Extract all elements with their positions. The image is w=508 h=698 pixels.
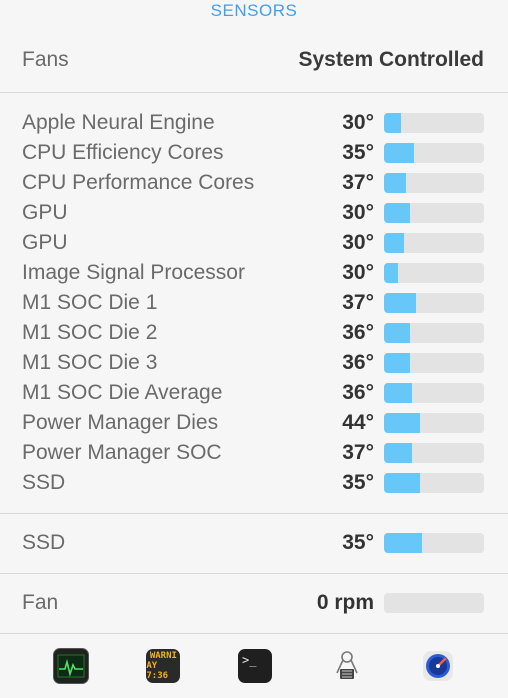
- sensor-label: CPU Efficiency Cores: [22, 141, 224, 164]
- sensor-temp: 36°: [342, 351, 374, 374]
- sensor-temp: 37°: [342, 291, 374, 314]
- sensor-row: Power Manager SOC 37°: [22, 438, 484, 468]
- sensor-temp-bar-fill: [384, 173, 406, 193]
- divider: [0, 92, 508, 93]
- divider: [0, 513, 508, 514]
- sensor-temp: 30°: [342, 201, 374, 224]
- sensor-temp-bar: [384, 413, 484, 433]
- console-icon-text-1: WARNI: [149, 651, 177, 661]
- sensor-label: M1 SOC Die Average: [22, 381, 223, 404]
- sensor-temp: 36°: [342, 321, 374, 344]
- activity-monitor-icon[interactable]: [52, 648, 89, 684]
- sensor-temp-bar-fill: [384, 353, 410, 373]
- ssd-temp-bar-fill: [384, 533, 422, 553]
- ssd-label: SSD: [22, 531, 66, 554]
- sensor-temp-bar: [384, 203, 484, 223]
- fans-row: Fans System Controlled: [22, 40, 484, 80]
- sensor-temp-bar: [384, 383, 484, 403]
- fans-label: Fans: [22, 48, 69, 71]
- sensor-label: Apple Neural Engine: [22, 111, 215, 134]
- fans-value: System Controlled: [298, 48, 484, 71]
- sensor-temp-bar: [384, 323, 484, 343]
- sensor-row: M1 SOC Die 1 37°: [22, 288, 484, 318]
- fan-speed-bar: [384, 593, 484, 613]
- sensor-temp-bar-fill: [384, 143, 414, 163]
- sensor-temp-bar-fill: [384, 473, 420, 493]
- sensor-row: M1 SOC Die 3 36°: [22, 348, 484, 378]
- sensor-temp: 35°: [342, 141, 374, 164]
- sensor-label: CPU Performance Cores: [22, 171, 255, 194]
- terminal-icon[interactable]: >_: [237, 649, 272, 683]
- sensor-label: SSD: [22, 471, 66, 494]
- sensor-temp-bar: [384, 353, 484, 373]
- sensor-temp-bar-fill: [384, 383, 412, 403]
- sensor-temp: 30°: [342, 111, 374, 134]
- sensor-label: M1 SOC Die 2: [22, 321, 158, 344]
- terminal-icon-prompt: >_: [241, 653, 257, 667]
- sensor-temp-bar-fill: [384, 413, 420, 433]
- sensor-list: Apple Neural Engine 30° CPU Efficiency Cor…: [22, 108, 484, 498]
- sensor-temp-bar: [384, 473, 484, 493]
- sensor-row: GPU 30°: [22, 198, 484, 228]
- sensor-label: GPU: [22, 231, 68, 254]
- sensor-temp: 30°: [342, 261, 374, 284]
- fan-speed: 0 rpm: [316, 591, 374, 614]
- sensor-row: M1 SOC Die 2 36°: [22, 318, 484, 348]
- sensor-temp: 30°: [342, 231, 374, 254]
- sensor-temp-bar-fill: [384, 323, 410, 343]
- ssd-row: SSD 35°: [22, 528, 484, 558]
- sensor-temp-bar: [384, 173, 484, 193]
- sensor-row: M1 SOC Die Average 36°: [22, 378, 484, 408]
- sensor-temp: 37°: [342, 171, 374, 194]
- fan-row: Fan 0 rpm: [22, 588, 484, 618]
- section-title: SENSORS: [210, 1, 298, 20]
- sensor-temp-bar-fill: [384, 203, 410, 223]
- sensor-row: Power Manager Dies 44°: [22, 408, 484, 438]
- sensor-label: M1 SOC Die 1: [22, 291, 158, 314]
- sensor-row: CPU Efficiency Cores 35°: [22, 138, 484, 168]
- sensor-temp-bar: [384, 113, 484, 133]
- sensor-row: Apple Neural Engine 30°: [22, 108, 484, 138]
- divider: [0, 573, 508, 574]
- sensor-temp-bar-fill: [384, 113, 401, 133]
- sensor-label: Image Signal Processor: [22, 261, 245, 284]
- sensor-temp-bar: [384, 263, 484, 283]
- sensor-temp-bar-fill: [384, 443, 412, 463]
- sensor-temp: 35°: [342, 471, 374, 494]
- sensor-label: GPU: [22, 201, 68, 224]
- sensor-row: GPU 30°: [22, 228, 484, 258]
- sensor-row: Image Signal Processor 30°: [22, 258, 484, 288]
- ssd-temp-bar: [384, 533, 484, 553]
- fan-label: Fan: [22, 591, 59, 614]
- ssd-temp: 35°: [342, 531, 374, 554]
- sensor-temp: 37°: [342, 441, 374, 464]
- sensor-temp-bar-fill: [384, 233, 404, 253]
- sensor-temp-bar-fill: [384, 263, 398, 283]
- sensor-label: Power Manager SOC: [22, 441, 222, 464]
- sensor-temp: 44°: [342, 411, 374, 434]
- disk-speed-test-icon[interactable]: [421, 649, 455, 683]
- sensor-row: CPU Performance Cores 37°: [22, 168, 484, 198]
- sensor-label: Power Manager Dies: [22, 411, 219, 434]
- sensor-temp-bar: [384, 443, 484, 463]
- sensor-temp-bar: [384, 293, 484, 313]
- app-shortcut-bar: WARNI AY 7:36 >_: [0, 634, 508, 698]
- sensor-temp-bar: [384, 143, 484, 163]
- console-icon-text-2: AY 7:36: [146, 661, 169, 681]
- sensor-temp-bar: [384, 233, 484, 253]
- console-icon[interactable]: WARNI AY 7:36: [146, 649, 181, 683]
- sensor-temp: 36°: [342, 381, 374, 404]
- system-information-icon[interactable]: [329, 649, 364, 683]
- divider: [0, 633, 508, 634]
- sensor-temp-bar-fill: [384, 293, 416, 313]
- sensor-label: M1 SOC Die 3: [22, 351, 158, 374]
- sensor-row: SSD 35°: [22, 468, 484, 498]
